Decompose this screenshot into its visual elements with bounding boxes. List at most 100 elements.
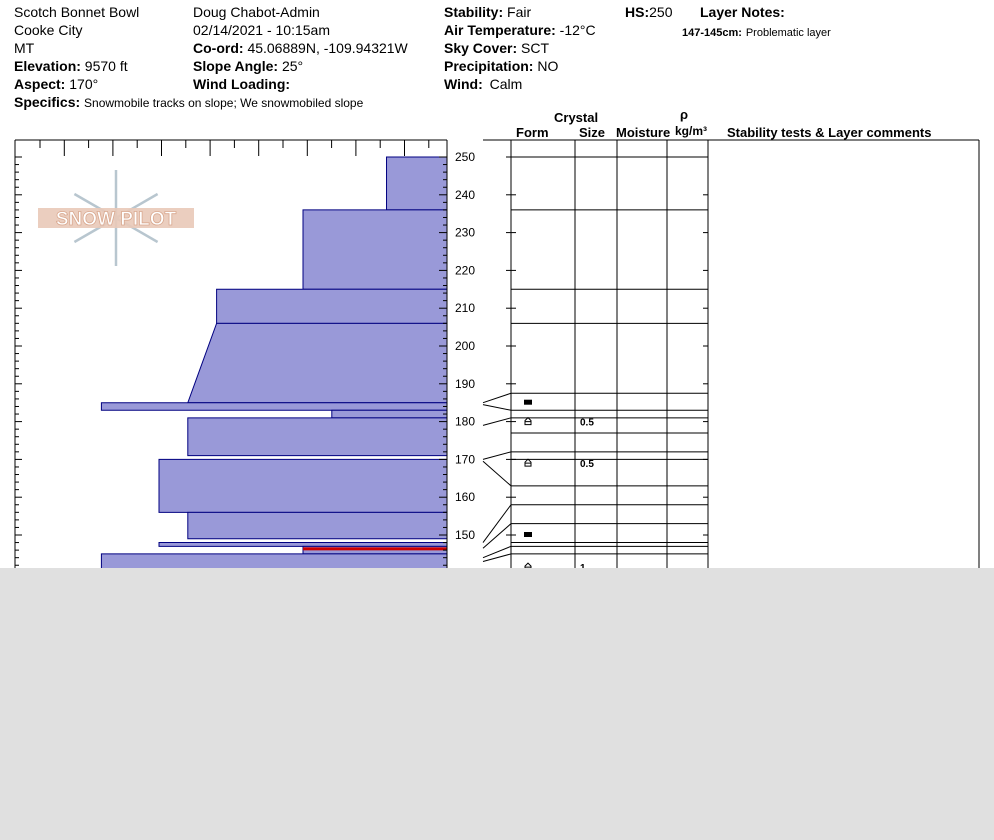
sky-cover-value: SCT: [521, 40, 550, 56]
height-tick-label: 190: [455, 377, 475, 391]
wind-label: Wind:: [444, 76, 483, 92]
snowpilot-logo: SNOW PILOT: [38, 170, 194, 266]
height-tick-label: 240: [455, 188, 475, 202]
layer-note: 147-145cm: Problematic layer: [682, 23, 831, 41]
problematic-layer-marker: [303, 547, 447, 551]
wind-value: Calm: [489, 76, 523, 92]
depth-hoar-icon: [524, 458, 532, 467]
observation-datetime: 02/14/2021 - 10:15am: [193, 22, 330, 38]
location-name: Scotch Bonnet Bowl: [14, 4, 140, 20]
aspect-field: Aspect: 170°: [14, 76, 98, 92]
coord-value: 45.06889N, -109.94321W: [247, 40, 408, 56]
size-header: Size: [579, 125, 606, 140]
slope-angle-field: Slope Angle: 25°: [193, 58, 303, 74]
layer-connector: [482, 417, 512, 426]
sky-cover-field: Sky Cover: SCT: [444, 40, 549, 56]
grain-size-value: 1: [580, 563, 586, 568]
layer-note-range: 147-145cm:: [682, 27, 742, 39]
precipitation-label: Precipitation:: [444, 58, 534, 74]
hardness-layer-bar: [158, 458, 448, 513]
sky-cover-label: Sky Cover:: [444, 40, 518, 56]
layer-connector: [482, 451, 512, 460]
hardness-layer-bar: [386, 156, 448, 211]
hardness-layer-bar: [100, 402, 448, 411]
hardness-layer-bar: [158, 542, 448, 547]
snow-profile-sheet: Scotch Bonnet Bowl Cooke City MT Elevati…: [0, 0, 994, 568]
hardness-layer-bar: [187, 322, 448, 404]
state-name: MT: [14, 40, 35, 56]
aspect-value: 170°: [69, 76, 99, 92]
snow-profile-chart: SNOW PILOT 250 240 230 220 210 200 190 180 170 160…: [14, 139, 980, 568]
specifics-field: Specifics: Snowmobile tracks on slope; W…: [14, 94, 363, 111]
layer-connector: [482, 553, 512, 562]
layer-notes-label: Layer Notes:: [700, 4, 785, 20]
elevation-label: Elevation:: [14, 58, 81, 74]
wind-loading-label: Wind Loading:: [193, 76, 291, 92]
layer-connector: [482, 545, 512, 559]
elevation-field: Elevation: 9570 ft: [14, 58, 128, 74]
crystal-header: Crystal: [554, 110, 599, 125]
wind-field: Wind: Calm: [444, 76, 522, 92]
hardness-layer-bar: [302, 209, 448, 290]
density-unit-header: kg/m³: [675, 124, 708, 138]
hs-field: HS:250: [625, 4, 672, 20]
comments-header: Stability tests & Layer comments: [727, 125, 932, 140]
height-tick-label: 180: [455, 415, 475, 429]
hs-label: HS:: [625, 4, 650, 20]
air-temperature-value: -12°C: [559, 22, 596, 38]
height-tick-label: 220: [455, 263, 475, 277]
grain-size-value: 0.5: [580, 418, 594, 429]
layer-connector: [482, 523, 512, 549]
precipitation-field: Precipitation: NO: [444, 58, 558, 74]
height-tick-label: 170: [455, 452, 475, 466]
layer-connector: [482, 404, 512, 411]
elevation-value: 9570 ft: [84, 58, 128, 74]
air-temperature-field: Air Temperature: -12°C: [444, 22, 596, 38]
depth-hoar-icon: [524, 416, 532, 426]
observer-name: Doug Chabot-Admin: [193, 4, 320, 20]
logo-text: SNOW PILOT: [56, 209, 177, 230]
aspect-label: Aspect:: [14, 76, 66, 92]
precipitation-value: NO: [537, 58, 559, 74]
logo-band: [38, 208, 194, 228]
hardness-layer-bar: [331, 409, 448, 419]
coord-label: Co-ord:: [193, 40, 244, 56]
moisture-header: Moisture: [616, 125, 671, 140]
specifics-label: Specifics:: [14, 94, 81, 110]
grain-size-value: 0.5: [580, 459, 594, 470]
specifics-value: Snowmobile tracks on slope; We snowmobil…: [84, 96, 364, 110]
depth-hoar-glyph: [524, 458, 532, 467]
slope-angle-value: 25°: [281, 58, 304, 74]
stability-field: Stability: Fair: [444, 4, 531, 20]
air-temperature-label: Air Temperature:: [444, 22, 556, 38]
height-tick-label: 230: [455, 226, 475, 240]
layer-connector: [482, 392, 512, 404]
hardness-layer-bar: [216, 288, 448, 324]
stability-value: Fair: [507, 4, 532, 20]
layer-connector: [482, 460, 512, 487]
height-tick-label: 140: [455, 566, 475, 568]
height-tick-label: 250: [455, 150, 475, 164]
hardness-layer-bar: [187, 417, 448, 457]
stability-label: Stability:: [444, 4, 504, 20]
slope-angle-label: Slope Angle:: [193, 58, 279, 74]
depth-hoar-glyph: [524, 562, 532, 568]
hs-value: 250: [649, 4, 673, 20]
hardness-layer-bar: [187, 511, 448, 540]
height-tick-label: 210: [455, 301, 475, 315]
layer-connector: [482, 504, 512, 543]
wind-loading-field: Wind Loading:: [193, 76, 290, 92]
height-tick-label: 200: [455, 339, 475, 353]
form-header: Form: [516, 125, 549, 140]
layer-note-text: Problematic layer: [745, 27, 831, 39]
coord-field: Co-ord: 45.06889N, -109.94321W: [193, 40, 408, 56]
town-name: Cooke City: [14, 22, 83, 38]
rounds-icon: [524, 532, 532, 537]
depth-hoar-icon: [524, 562, 532, 568]
height-tick-label: 150: [455, 528, 475, 542]
height-tick-label: 160: [455, 490, 475, 504]
rounds-icon: [524, 399, 532, 405]
density-symbol-header: ρ: [680, 107, 689, 122]
depth-hoar-glyph: [524, 416, 532, 426]
hardness-layer-bar: [100, 553, 448, 568]
